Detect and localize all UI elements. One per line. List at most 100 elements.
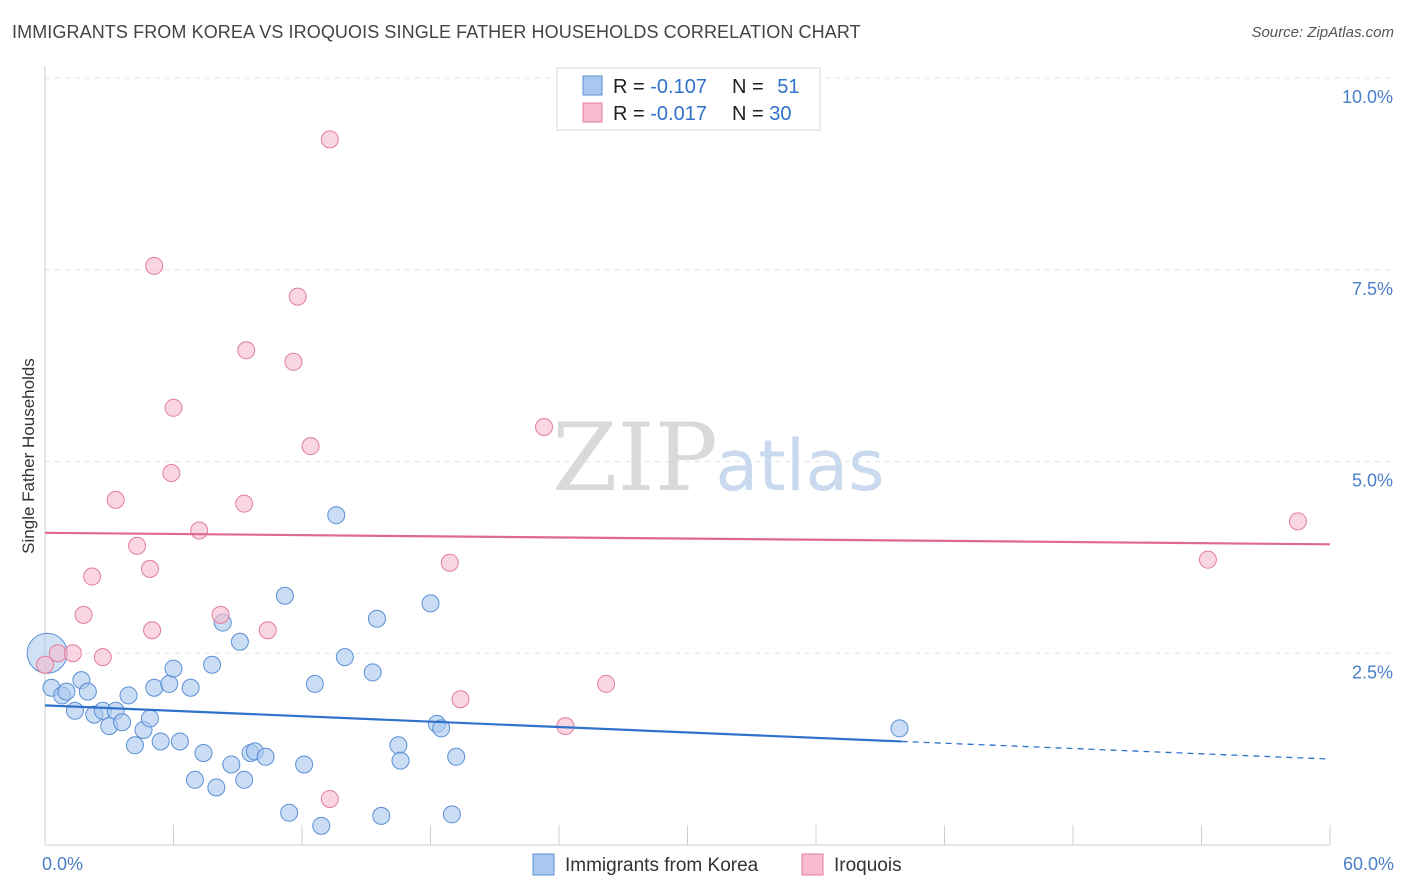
point-iroquois [93, 648, 112, 667]
point-korea [280, 803, 299, 822]
bottom-legend-swatch-korea [532, 853, 555, 876]
legend-row-korea: R = -0.107 [613, 76, 707, 98]
point-korea [181, 678, 200, 697]
point-korea [113, 713, 132, 732]
x-ticks [44, 825, 1331, 845]
point-korea [185, 770, 204, 789]
point-iroquois [284, 352, 303, 371]
point-iroquois [258, 621, 277, 640]
point-korea [447, 747, 466, 766]
point-korea [312, 816, 331, 835]
legend-r-value-korea: -0.107 [650, 76, 707, 98]
legend-swatch-iroquois [582, 102, 603, 123]
bottom-legend-label-iroquois: Iroquois [834, 855, 902, 876]
point-korea [391, 751, 410, 770]
point-korea [442, 805, 461, 824]
point-korea [164, 659, 183, 678]
point-korea [145, 678, 164, 697]
point-iroquois [211, 605, 230, 624]
point-iroquois [1288, 512, 1307, 531]
point-iroquois [320, 130, 339, 149]
legend-row-iroquois: R = -0.017 [613, 103, 707, 125]
point-korea [367, 609, 386, 628]
point-iroquois [74, 605, 93, 624]
point-korea [119, 686, 138, 705]
legend-n-label-korea: N = [732, 76, 769, 98]
legend-n-value-korea: 51 [777, 76, 799, 98]
point-korea [207, 778, 226, 797]
bottom-legend-label-korea: Immigrants from Korea [565, 855, 759, 876]
point-korea [305, 674, 324, 693]
point-korea [170, 732, 189, 751]
point-korea [363, 663, 382, 682]
point-iroquois [145, 256, 164, 275]
source-label: Source: ZipAtlas.com [1251, 24, 1394, 41]
point-korea [57, 682, 76, 701]
grid-lines [45, 77, 1393, 654]
watermark-atlas: atlas [715, 425, 884, 507]
trend-lines [44, 531, 1331, 760]
point-korea [65, 701, 84, 720]
point-iroquois [1198, 550, 1217, 569]
point-korea [256, 747, 275, 766]
point-korea [222, 755, 241, 774]
bottom-legend: Immigrants from Korea Iroquois [532, 853, 902, 876]
x-tick-label-max: 60.0% [1343, 854, 1394, 874]
legend-r-label-iroquois: R = [613, 103, 650, 125]
watermark-zip: ZIP [552, 404, 718, 513]
trend-line-korea-extension [901, 740, 1331, 760]
y-tick-label: 7.5% [1352, 279, 1393, 299]
trend-line-iroquois [44, 531, 1331, 546]
point-korea [151, 732, 170, 751]
legend-n-value-iroquois: 30 [769, 103, 791, 125]
legend-n-row-korea: N = 51 [732, 76, 800, 98]
point-korea [327, 506, 346, 525]
point-korea [125, 736, 144, 755]
point-iroquois [140, 559, 159, 578]
point-iroquois [235, 494, 254, 513]
y-tick-label: 10.0% [1342, 87, 1393, 107]
point-korea [432, 719, 451, 738]
legend-swatch-korea [582, 75, 603, 96]
point-iroquois [106, 490, 125, 509]
data-points [26, 130, 1307, 835]
point-iroquois [48, 644, 67, 663]
y-tick-label: 2.5% [1352, 662, 1393, 682]
bottom-legend-swatch-iroquois [801, 853, 824, 876]
trend-line-korea [44, 704, 902, 743]
point-korea [421, 594, 440, 613]
legend-n-label-iroquois: N = [732, 103, 769, 125]
watermark: ZIP atlas [552, 404, 884, 513]
point-iroquois [63, 644, 82, 663]
y-axis-title: Single Father Households [19, 358, 38, 554]
point-korea [389, 736, 408, 755]
point-iroquois [535, 417, 554, 436]
point-korea [295, 755, 314, 774]
point-iroquois [301, 437, 320, 456]
point-korea [78, 682, 97, 701]
point-iroquois [36, 655, 54, 674]
point-iroquois [597, 674, 616, 693]
legend-r-label-korea: R = [613, 76, 650, 98]
legend-n-row-iroquois: N = 30 [732, 103, 792, 125]
point-iroquois [143, 621, 162, 640]
point-korea [203, 655, 222, 674]
point-iroquois [237, 341, 256, 360]
point-korea [194, 743, 213, 762]
y-tick-labels: 2.5% 5.0% 7.5% 10.0% [1342, 87, 1393, 682]
point-korea [335, 648, 354, 667]
point-korea [140, 709, 159, 728]
point-iroquois [128, 536, 147, 555]
legend-r-value-iroquois: -0.017 [650, 103, 707, 125]
point-korea [372, 806, 391, 825]
point-iroquois [440, 553, 459, 572]
point-korea [275, 586, 294, 605]
point-korea [160, 674, 179, 693]
point-iroquois [288, 287, 307, 306]
point-iroquois [162, 464, 181, 483]
x-tick-label-min: 0.0% [42, 854, 83, 874]
point-korea [230, 632, 249, 651]
chart-title: IMMIGRANTS FROM KOREA VS IROQUOIS SINGLE… [12, 22, 861, 42]
point-iroquois [451, 690, 470, 709]
